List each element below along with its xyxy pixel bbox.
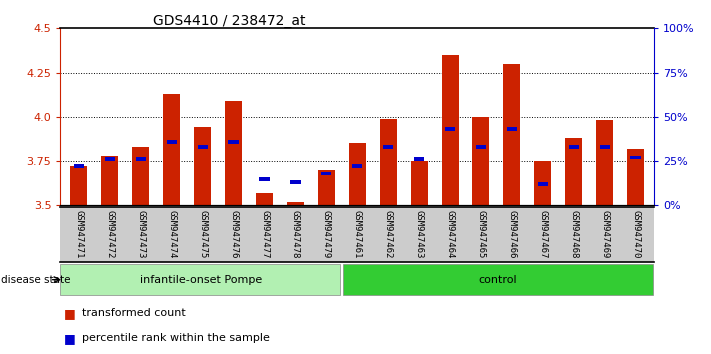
Text: infantile-onset Pompe: infantile-onset Pompe — [140, 275, 262, 285]
Text: GSM947470: GSM947470 — [631, 210, 640, 258]
Text: GSM947468: GSM947468 — [570, 210, 578, 258]
Text: transformed count: transformed count — [82, 308, 186, 318]
Bar — [74, 164, 84, 168]
Bar — [414, 158, 424, 161]
Bar — [318, 170, 335, 205]
Text: GSM947466: GSM947466 — [508, 210, 516, 258]
Bar — [383, 145, 393, 149]
Bar — [321, 172, 331, 175]
Bar — [102, 156, 119, 205]
Text: GSM947462: GSM947462 — [384, 210, 392, 258]
Bar — [472, 117, 489, 205]
Text: ■: ■ — [64, 307, 76, 320]
Bar — [631, 156, 641, 160]
Bar — [105, 158, 115, 161]
Bar — [569, 145, 579, 149]
Bar — [164, 94, 181, 205]
Text: ■: ■ — [64, 332, 76, 344]
Bar — [538, 182, 548, 186]
Bar — [599, 145, 610, 149]
Bar — [445, 127, 455, 131]
Bar — [225, 101, 242, 205]
Bar — [136, 158, 146, 161]
Bar — [596, 120, 613, 205]
Text: GSM947469: GSM947469 — [600, 210, 609, 258]
Bar — [380, 119, 397, 205]
Text: percentile rank within the sample: percentile rank within the sample — [82, 333, 269, 343]
Bar — [507, 127, 517, 131]
Bar — [290, 181, 301, 184]
Text: GSM947477: GSM947477 — [260, 210, 269, 258]
Bar — [198, 145, 208, 149]
Text: GDS4410 / 238472_at: GDS4410 / 238472_at — [153, 14, 305, 28]
Bar — [503, 64, 520, 205]
Bar — [565, 138, 582, 205]
Text: GSM947471: GSM947471 — [75, 210, 83, 258]
Text: GSM947478: GSM947478 — [291, 210, 300, 258]
Text: disease state: disease state — [1, 275, 70, 285]
Bar — [534, 161, 551, 205]
Text: GSM947476: GSM947476 — [229, 210, 238, 258]
Bar — [60, 264, 340, 295]
Bar — [166, 140, 177, 144]
Bar — [352, 164, 363, 168]
Text: GSM947474: GSM947474 — [167, 210, 176, 258]
Bar — [260, 177, 269, 181]
Bar — [349, 143, 365, 205]
Bar — [132, 147, 149, 205]
Bar — [627, 149, 644, 205]
Bar — [287, 202, 304, 205]
Text: GSM947465: GSM947465 — [476, 210, 486, 258]
Text: GSM947479: GSM947479 — [322, 210, 331, 258]
Text: GSM947472: GSM947472 — [105, 210, 114, 258]
Bar — [442, 55, 459, 205]
Text: GSM947461: GSM947461 — [353, 210, 362, 258]
Bar — [343, 264, 653, 295]
Text: GSM947463: GSM947463 — [415, 210, 424, 258]
Bar — [476, 145, 486, 149]
Bar — [194, 127, 211, 205]
Text: control: control — [479, 275, 517, 285]
Text: GSM947475: GSM947475 — [198, 210, 207, 258]
Bar — [411, 161, 427, 205]
Text: GSM947473: GSM947473 — [137, 210, 145, 258]
Text: GSM947467: GSM947467 — [538, 210, 547, 258]
Bar — [256, 193, 273, 205]
Bar — [70, 166, 87, 205]
Bar — [228, 140, 239, 144]
Text: GSM947464: GSM947464 — [446, 210, 454, 258]
